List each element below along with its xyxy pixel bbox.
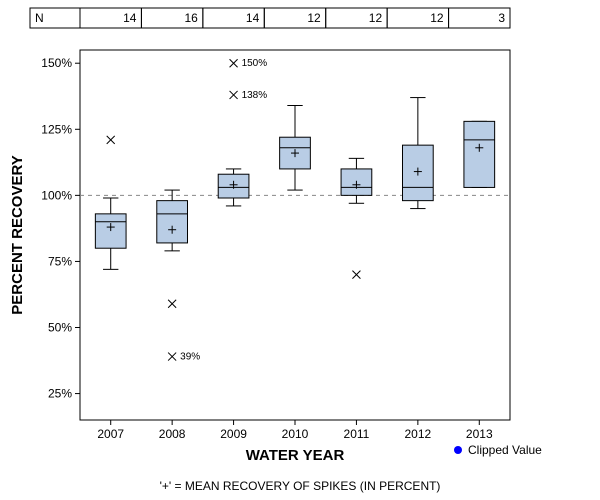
y-tick-label: 100% [41, 188, 72, 202]
n-value: 14 [246, 11, 260, 25]
y-tick-label: 150% [41, 56, 72, 70]
x-tick-label: 2008 [159, 427, 186, 441]
x-tick-label: 2007 [97, 427, 124, 441]
y-tick-label: 75% [48, 254, 72, 268]
n-value: 12 [369, 11, 383, 25]
y-axis-label: PERCENT RECOVERY [9, 155, 26, 314]
outlier-label: 150% [242, 58, 268, 69]
n-value: 12 [430, 11, 444, 25]
x-tick-label: 2009 [220, 427, 247, 441]
x-tick-label: 2010 [282, 427, 309, 441]
legend-label: Clipped Value [468, 443, 542, 457]
n-value: 12 [307, 11, 321, 25]
y-tick-label: 50% [48, 321, 72, 335]
box [464, 121, 495, 187]
x-axis-label: WATER YEAR [246, 447, 345, 464]
x-tick-label: 2012 [405, 427, 432, 441]
n-value: 3 [498, 11, 505, 25]
x-tick-label: 2013 [466, 427, 493, 441]
n-value: 14 [123, 11, 137, 25]
boxplot-chart: N 14 16 14 12 12 12 3 25% 50% 75% 100% 125% 150% PERCE… [0, 0, 600, 500]
legend-marker [454, 446, 462, 454]
outlier-label: 39% [180, 352, 200, 363]
y-tick-label: 25% [48, 387, 72, 401]
footnote: '+' = MEAN RECOVERY OF SPIKES (IN PERCEN… [160, 479, 441, 493]
outlier-label: 138% [242, 90, 268, 101]
n-value: 16 [184, 11, 198, 25]
box [157, 201, 188, 243]
n-header: N [35, 11, 44, 25]
x-tick-label: 2011 [344, 427, 370, 441]
y-tick-label: 125% [41, 122, 72, 136]
